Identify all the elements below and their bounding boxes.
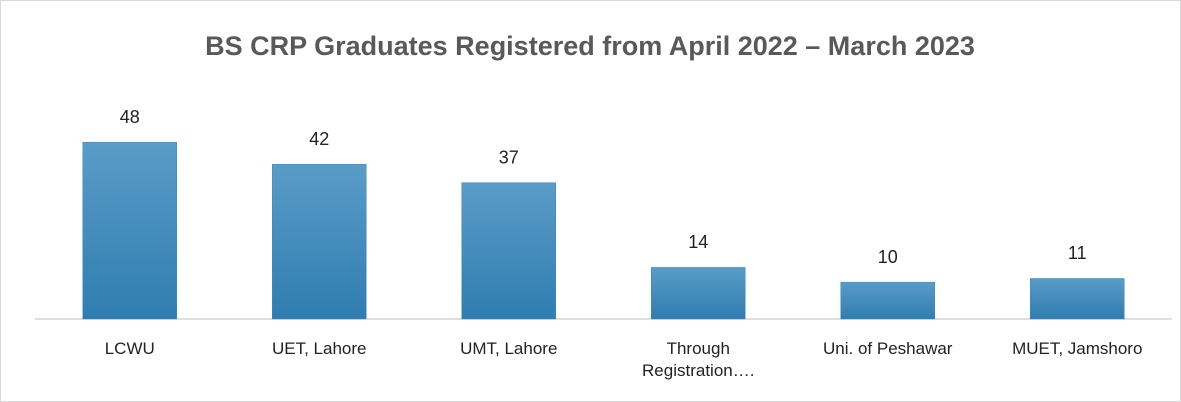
data-label: 11 [1068,243,1087,263]
bar [1030,278,1125,320]
chart-title: BS CRP Graduates Registered from April 2… [205,31,975,61]
x-tick-label: UMT, Lahore [460,339,558,358]
data-label: 37 [499,147,519,167]
bar [651,267,746,320]
bar [272,164,367,320]
data-label: 48 [120,107,140,127]
bar [461,182,556,320]
bar [840,281,935,320]
x-tick-label: Uni. of Peshawar [823,339,953,358]
data-label: 42 [309,129,329,149]
x-tick-label: LCWU [104,339,155,358]
bar [82,141,177,320]
data-label: 10 [878,247,898,267]
x-tick-label: Through Registration…. [642,339,755,380]
x-tick-label: UET, Lahore [272,339,367,358]
x-tick-label: MUET, Jamshoro [1012,339,1143,358]
data-label: 14 [688,232,708,252]
